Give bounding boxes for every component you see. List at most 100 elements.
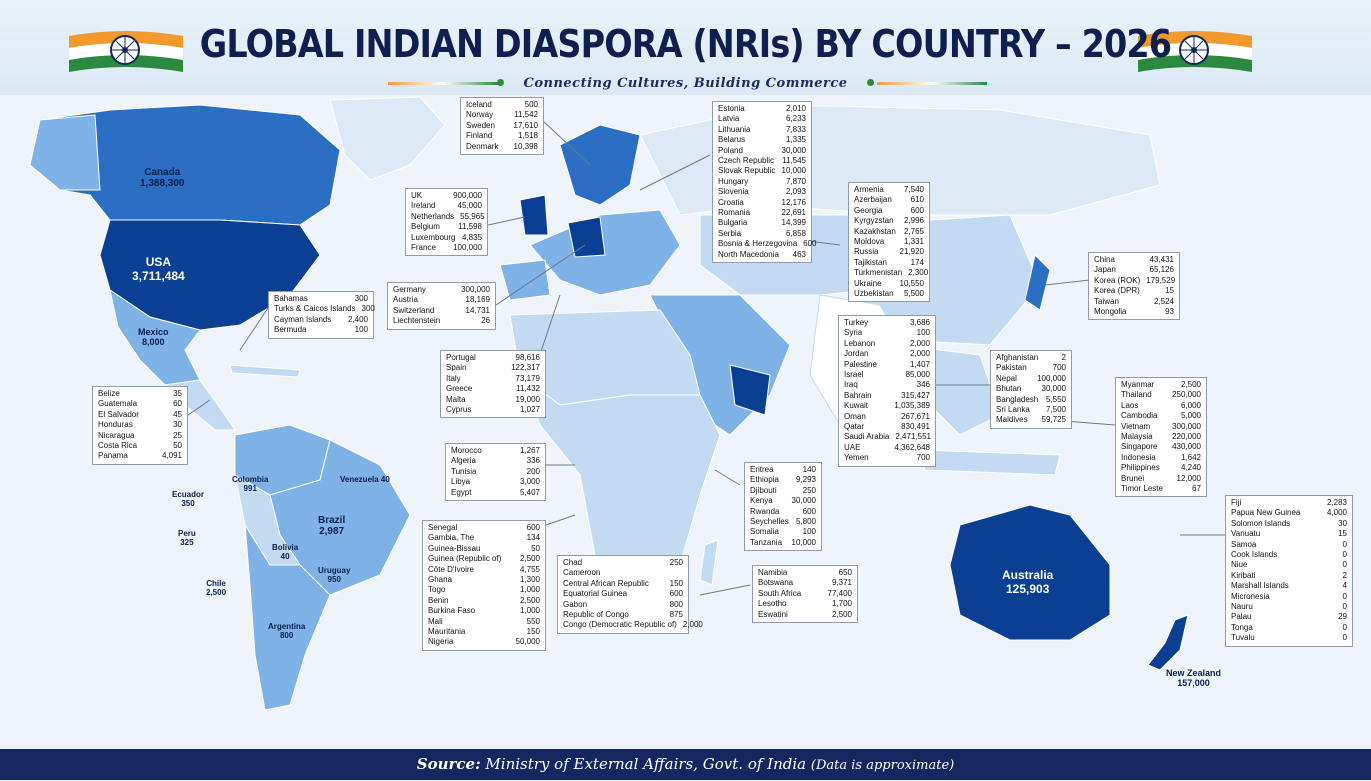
- country-row: Syria 100: [844, 328, 930, 338]
- country-value: 174: [910, 257, 924, 267]
- country-name: Finland: [466, 131, 493, 141]
- country-row: Georgia 600: [854, 206, 924, 216]
- country-name: Austria: [393, 295, 418, 305]
- country-value: 1,035,389: [894, 401, 930, 411]
- country-row: Lesotho 1,700: [758, 599, 852, 609]
- country-name: Syria: [844, 328, 863, 338]
- country-name: Netherlands: [411, 211, 455, 221]
- country-name: Namibia: [758, 568, 788, 577]
- country-name: Turks & Caicos Islands: [274, 304, 356, 314]
- source-note: Source: Ministry of External Affairs, Go…: [0, 749, 1371, 781]
- country-row: Netherlands 55,965: [411, 211, 485, 222]
- country-value: 2,524: [1153, 296, 1174, 306]
- region-box: Namibia 650 Botswana 9,371 South Africa 77,40…: [752, 565, 858, 624]
- country-row: Mongolia 93: [1094, 307, 1174, 317]
- country-row: Bahamas 300: [274, 294, 368, 304]
- country-name: Lithuania: [718, 124, 751, 134]
- country-value: 4,755: [519, 564, 540, 574]
- country-name: Ethiopia: [750, 475, 779, 485]
- country-row: Liechtenstein 26: [393, 316, 490, 326]
- country-value: 19,000: [515, 394, 540, 404]
- country-name: Nigeria: [428, 637, 454, 647]
- country-row: Yemen 700: [844, 453, 930, 463]
- country-name: Mauritania: [428, 627, 466, 637]
- country-row: Egypt 5,407: [451, 488, 540, 498]
- country-row: Algeria 336: [451, 456, 540, 466]
- country-value: 100,000: [1037, 373, 1066, 383]
- country-value: 0: [1342, 622, 1347, 632]
- region-box: China 43,431 Japan 65,126 Korea (ROK) 179,529…: [1088, 252, 1180, 321]
- country-name: Croatia: [718, 197, 744, 207]
- country-name: Bahamas: [274, 294, 308, 303]
- country-name: Slovak Republic: [718, 166, 776, 176]
- country-value: 30: [1338, 518, 1347, 528]
- country-name: Belarus: [718, 135, 746, 145]
- country-name: Afghanistan: [996, 353, 1039, 362]
- country-row: Saudi Arabia 2,471,551: [844, 432, 931, 442]
- country-value: 4,362,648: [894, 442, 930, 452]
- country-value: 2,093: [785, 187, 806, 197]
- country-value: 1,407: [909, 359, 930, 369]
- country-row: Myanmar 2,500: [1121, 380, 1201, 390]
- country-name: Micronesia: [1231, 591, 1270, 601]
- country-name: Switzerland: [393, 305, 435, 315]
- country-name: Nauru: [1231, 602, 1253, 612]
- country-row: Brunei 12,000: [1121, 474, 1201, 484]
- country-name: Bahrain: [844, 390, 872, 400]
- country-value: 150: [526, 627, 540, 637]
- country-name: Vietnam: [1121, 421, 1151, 431]
- region-box: Estonia 2,010 Latvia 6,233 Lithuania 7,833 Bel…: [712, 101, 817, 264]
- country-row: Eswatini 2,500: [758, 610, 852, 620]
- country-row: Libya 3,000: [451, 477, 540, 487]
- country-row: Cyprus 1,027: [446, 405, 540, 415]
- country-row: Congo (Democratic Republic of) 2,000: [563, 620, 703, 630]
- region-box: Armenia 7,540 Azerbaijan 610 Georgia 600 Kyrgy…: [848, 182, 930, 303]
- country-row: Kenya 30,000: [750, 496, 816, 506]
- country-name: Korea (DPR): [1094, 286, 1140, 296]
- country-name: Niue: [1231, 560, 1248, 570]
- country-value: 45: [173, 409, 182, 419]
- country-value: 98,616: [515, 353, 540, 362]
- map-label: USA 3,711,484: [132, 255, 185, 283]
- country-row: Croatia 12,176: [718, 198, 806, 208]
- country-row: Honduras 30: [98, 420, 182, 430]
- country-value: 100,000: [453, 243, 482, 253]
- country-row: Central African Republic 150: [563, 579, 683, 589]
- country-row: Tonga 0: [1231, 623, 1347, 633]
- country-value: 700: [916, 453, 930, 463]
- country-value: 800: [669, 599, 683, 609]
- region-box: Myanmar 2,500 Thailand 250,000 Laos 6,000 Camb…: [1115, 377, 1207, 498]
- country-name: Tuvalu: [1231, 633, 1255, 643]
- country-value: 0: [1342, 602, 1347, 612]
- country-name: Malaysia: [1121, 432, 1153, 442]
- country-name: Iceland: [466, 100, 492, 109]
- country-value: 500: [524, 100, 538, 109]
- country-value: 463: [792, 249, 806, 259]
- country-value: [677, 568, 683, 578]
- country-value: 12,000: [1176, 473, 1201, 483]
- country-row: Niue 0: [1231, 560, 1347, 570]
- country-name: Congo (Democratic Republic of): [563, 620, 677, 630]
- country-name: Tanzania: [750, 537, 783, 547]
- country-name: Estonia: [718, 104, 745, 113]
- country-value: 2: [1342, 570, 1347, 580]
- country-value: 600: [803, 239, 817, 249]
- country-value: 2,500: [831, 609, 852, 619]
- country-name: Togo: [428, 585, 446, 595]
- country-value: 50,000: [515, 637, 540, 647]
- country-value: 4,240: [1180, 463, 1201, 473]
- country-row: UK 900,000: [411, 191, 482, 201]
- country-value: 1,331: [903, 237, 924, 247]
- country-value: 610: [910, 195, 924, 205]
- new-zealand-shape: [1147, 614, 1189, 671]
- country-name: Bangladesh: [996, 394, 1039, 404]
- country-row: Poland 30,000: [718, 146, 806, 156]
- country-row: Philippines 4,240: [1121, 463, 1201, 473]
- country-row: Benin 2,500: [428, 596, 540, 606]
- country-row: Nepal 100,000: [996, 374, 1066, 384]
- map-label: Chile 2,500: [206, 579, 227, 597]
- country-name: Honduras: [98, 420, 133, 430]
- country-name: El Salvador: [98, 409, 139, 419]
- australia-shape: [949, 504, 1111, 641]
- japan-shape: [1024, 254, 1051, 311]
